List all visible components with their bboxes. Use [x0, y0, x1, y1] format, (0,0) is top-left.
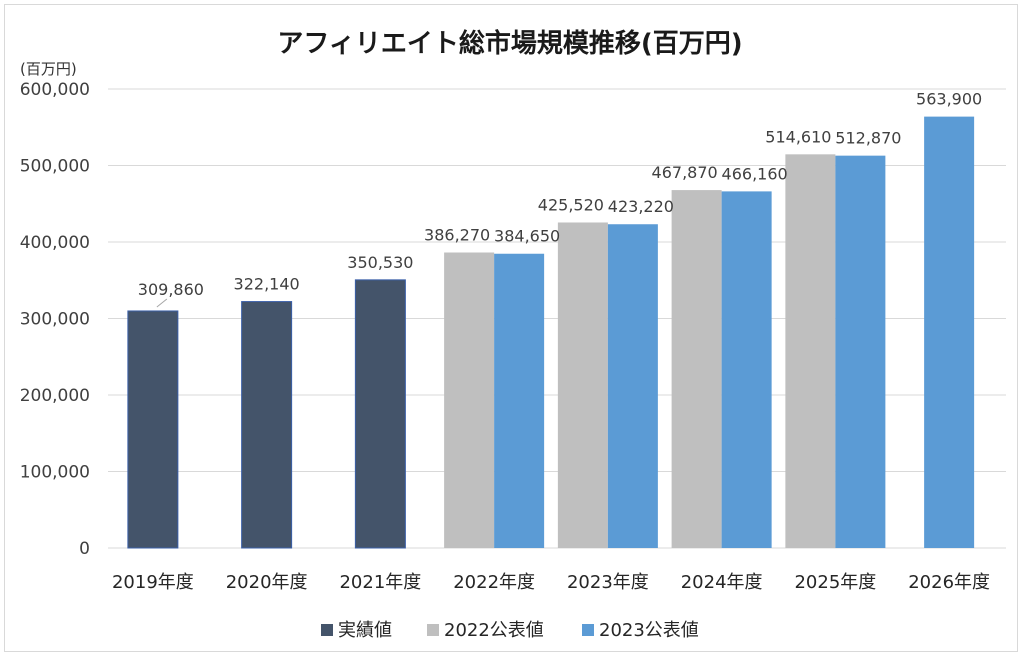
legend-swatch: [582, 624, 594, 636]
y-tick-label: 400,000: [20, 233, 90, 253]
bar-2023公表値: [607, 224, 658, 548]
data-label: 322,140: [234, 275, 300, 294]
y-tick-label: 100,000: [20, 463, 90, 483]
bar-2023公表値: [835, 155, 886, 548]
bar-実績値: [241, 301, 293, 549]
data-label: 309,860: [138, 280, 204, 299]
y-tick-label: 200,000: [20, 386, 90, 406]
x-tick-label: 2025年度: [794, 572, 876, 593]
x-tick-label: 2023年度: [567, 572, 649, 593]
x-axis-ticks: 2019年度 2020年度 2021年度 2022年度 2023年度 2024年度 2025…: [112, 572, 990, 593]
data-label: 563,900: [916, 90, 982, 109]
bar-2022公表値: [785, 154, 836, 548]
y-axis-ticks: 0 100,000 200,000 300,000 400,000 500,000 600,…: [20, 80, 90, 559]
data-label: 512,870: [835, 129, 901, 148]
legend-label: 2023公表値: [599, 620, 699, 641]
legend-label: 2022公表値: [444, 620, 544, 641]
bar-2023公表値: [924, 116, 975, 548]
data-label: 425,520: [538, 195, 604, 214]
bar-2022公表値: [671, 190, 722, 548]
bar-2022公表値: [444, 252, 495, 548]
x-tick-label: 2019年度: [112, 572, 194, 593]
data-label: 466,160: [722, 164, 788, 183]
legend-swatch: [427, 624, 439, 636]
x-tick-label: 2022年度: [453, 572, 535, 593]
bar-2023公表値: [721, 191, 772, 548]
data-label: 423,220: [608, 197, 674, 216]
data-label: 514,610: [765, 127, 831, 146]
data-label: 350,530: [347, 253, 413, 272]
bar-実績値: [354, 279, 406, 549]
data-label: 384,650: [494, 227, 560, 246]
x-tick-label: 2021年度: [339, 572, 421, 593]
y-tick-label: 0: [79, 539, 90, 559]
legend-label: 実績値: [338, 620, 392, 641]
y-tick-label: 500,000: [20, 157, 90, 177]
x-tick-label: 2024年度: [681, 572, 763, 593]
bar-2023公表値: [494, 253, 545, 549]
legend-swatch: [321, 624, 333, 636]
data-label: 467,870: [652, 163, 718, 182]
legend: 実績値 2022公表値 2023公表値: [321, 620, 699, 641]
bar-2022公表値: [557, 222, 608, 548]
chart-title: アフィリエイト総市場規模推移(百万円): [277, 28, 742, 59]
data-labels: 309,860 322,140 350,530 386,270 384,650 425,5…: [138, 90, 982, 308]
y-tick-label: 600,000: [20, 80, 90, 100]
y-axis-unit: (百万円): [20, 60, 77, 78]
bar-実績値: [127, 310, 179, 549]
data-label: 386,270: [424, 226, 490, 245]
x-tick-label: 2026年度: [908, 572, 990, 593]
y-tick-label: 300,000: [20, 310, 90, 330]
label-leader-line: [156, 298, 168, 308]
bars: [127, 116, 975, 549]
x-tick-label: 2020年度: [226, 572, 308, 593]
